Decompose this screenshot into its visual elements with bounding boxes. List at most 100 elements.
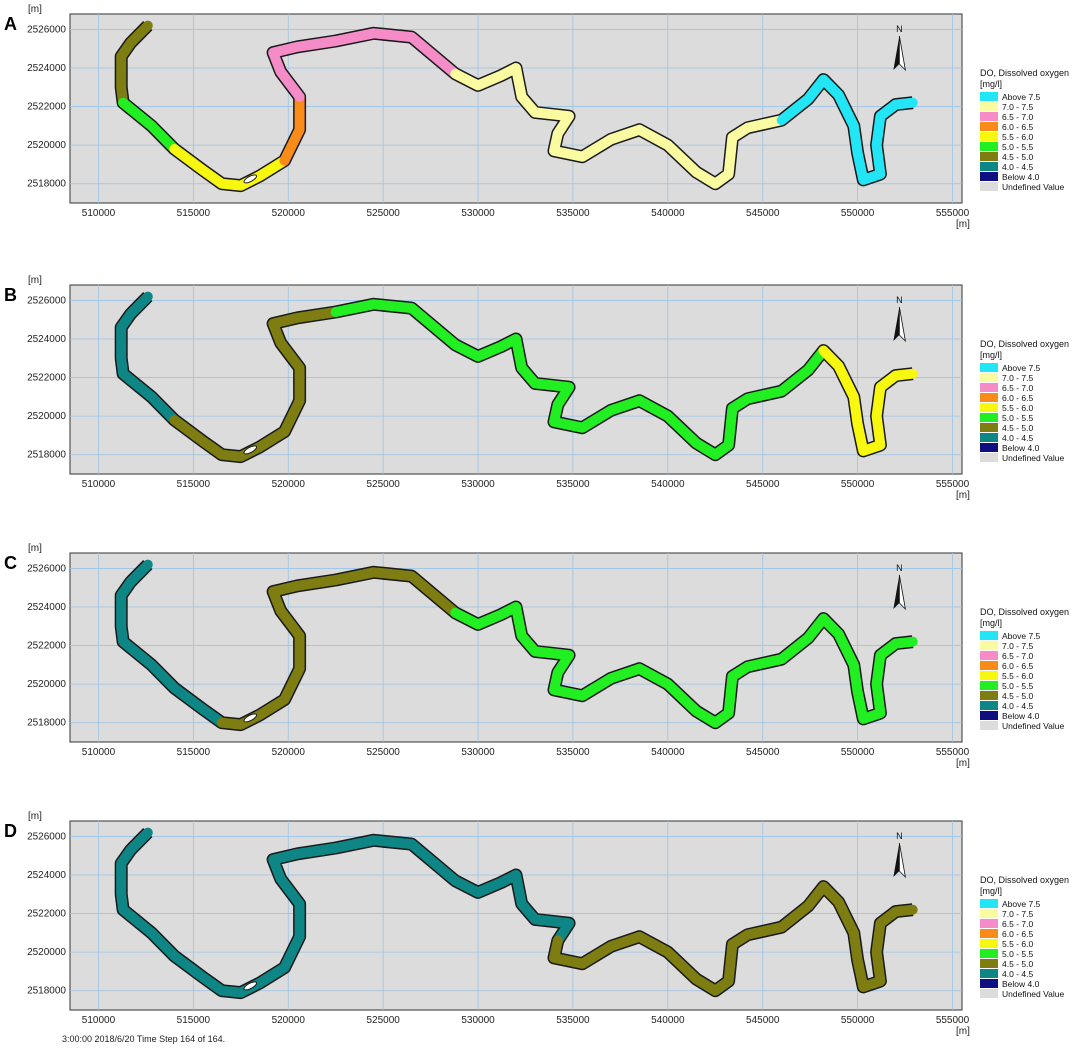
- legend-label: 5.0 - 5.5: [1002, 949, 1033, 959]
- map-panel-d: D [m] [m] 510000 515000 520000 525000 530000 535…: [4, 811, 1069, 1037]
- x-tick-label: 515000: [177, 208, 211, 219]
- legend: DO, Dissolved oxygen[mg/l]Above 7.57.0 -…: [980, 875, 1069, 999]
- legend-label: 7.0 - 7.5: [1002, 373, 1033, 383]
- legend-label: Above 7.5: [1002, 631, 1041, 641]
- x-tick-label: 545000: [746, 1015, 780, 1026]
- legend: DO, Dissolved oxygen[mg/l]Above 7.57.0 -…: [980, 68, 1069, 192]
- legend-label: 5.5 - 6.0: [1002, 403, 1033, 413]
- x-tick-label: 525000: [366, 747, 400, 758]
- legend-label: 7.0 - 7.5: [1002, 909, 1033, 919]
- x-tick-label: 550000: [841, 1015, 875, 1026]
- legend-label: Undefined Value: [1002, 989, 1064, 999]
- legend-label: 7.0 - 7.5: [1002, 102, 1033, 112]
- legend-unit: [mg/l]: [980, 79, 1002, 89]
- y-tick-label: 2522000: [27, 102, 66, 113]
- legend-swatch: [980, 651, 998, 660]
- plot-area: [69, 552, 963, 743]
- x-tick-label: 535000: [556, 208, 590, 219]
- legend-unit: [mg/l]: [980, 350, 1002, 360]
- legend-label: 5.5 - 6.0: [1002, 671, 1033, 681]
- legend-swatch: [980, 162, 998, 171]
- river-segment: [118, 97, 180, 154]
- river-segment: [450, 602, 918, 728]
- legend-swatch: [980, 112, 998, 121]
- legend-swatch: [980, 899, 998, 908]
- legend-label: Undefined Value: [1002, 721, 1064, 731]
- x-tick-label: 555000: [936, 479, 970, 490]
- panel-label: C: [4, 553, 17, 573]
- legend-label: 6.0 - 6.5: [1002, 661, 1033, 671]
- x-tick-label: 540000: [651, 747, 685, 758]
- x-unit-label: [m]: [956, 758, 970, 769]
- x-tick-label: 525000: [366, 208, 400, 219]
- legend-swatch: [980, 152, 998, 161]
- legend-swatch: [980, 393, 998, 402]
- plot-area: [69, 13, 963, 204]
- north-arrow-right: [898, 574, 906, 611]
- legend-swatch: [980, 909, 998, 918]
- island: [243, 713, 258, 723]
- legend-label: 4.5 - 5.0: [1002, 691, 1033, 701]
- x-tick-label: 515000: [177, 479, 211, 490]
- panel-label: A: [4, 14, 17, 34]
- x-tick-label: 530000: [461, 747, 495, 758]
- x-tick-label: 510000: [82, 479, 116, 490]
- legend: DO, Dissolved oxygen[mg/l]Above 7.57.0 -…: [980, 339, 1069, 463]
- north-arrow-right: [898, 306, 906, 343]
- legend-swatch: [980, 631, 998, 640]
- river-segment: [169, 307, 341, 462]
- legend-swatch: [980, 172, 998, 181]
- y-tick-label: 2524000: [27, 870, 66, 881]
- x-tick-label: 555000: [936, 208, 970, 219]
- y-unit-label: [m]: [28, 811, 42, 822]
- legend-swatch: [980, 959, 998, 968]
- legend-swatch: [980, 102, 998, 111]
- y-tick-label: 2526000: [27, 24, 66, 35]
- y-tick-label: 2522000: [27, 641, 66, 652]
- north-label: N: [896, 831, 903, 841]
- x-tick-label: 550000: [841, 479, 875, 490]
- legend-unit: [mg/l]: [980, 886, 1002, 896]
- legend-swatch: [980, 122, 998, 131]
- legend-label: Below 4.0: [1002, 711, 1040, 721]
- y-tick-label: 2520000: [27, 411, 66, 422]
- legend-swatch: [980, 453, 998, 462]
- legend-label: 4.5 - 5.0: [1002, 423, 1033, 433]
- x-tick-label: 540000: [651, 479, 685, 490]
- legend-swatch: [980, 721, 998, 730]
- legend-swatch: [980, 989, 998, 998]
- x-tick-label: 530000: [461, 1015, 495, 1026]
- x-tick-label: 545000: [746, 479, 780, 490]
- legend-label: 5.5 - 6.0: [1002, 132, 1033, 142]
- north-arrow-icon: N: [893, 563, 906, 611]
- legend-label: 4.0 - 4.5: [1002, 969, 1033, 979]
- north-arrow-left: [893, 307, 900, 341]
- legend-swatch: [980, 701, 998, 710]
- map-panel-c: C [m] [m] 510000 515000 520000 525000 530000 535…: [4, 543, 1069, 769]
- legend-swatch: [980, 691, 998, 700]
- y-tick-label: 2520000: [27, 947, 66, 958]
- legend-swatch: [980, 929, 998, 938]
- x-tick-label: 535000: [556, 1015, 590, 1026]
- river-segment: [279, 91, 305, 166]
- x-tick-label: 535000: [556, 747, 590, 758]
- island: [243, 981, 258, 991]
- river-segment: [116, 20, 153, 108]
- legend-label: Below 4.0: [1002, 979, 1040, 989]
- x-unit-label: [m]: [956, 219, 970, 230]
- legend-label: 6.5 - 7.0: [1002, 651, 1033, 661]
- legend-swatch: [980, 413, 998, 422]
- x-tick-label: 515000: [177, 747, 211, 758]
- river-segment: [268, 28, 461, 102]
- north-label: N: [896, 24, 903, 34]
- legend-title: DO, Dissolved oxygen: [980, 875, 1069, 885]
- legend-title: DO, Dissolved oxygen: [980, 339, 1069, 349]
- x-tick-label: 510000: [82, 1015, 116, 1026]
- legend-label: 5.0 - 5.5: [1002, 142, 1033, 152]
- y-tick-label: 2518000: [27, 986, 66, 997]
- y-tick-label: 2526000: [27, 831, 66, 842]
- river-segment: [216, 567, 461, 730]
- x-tick-label: 520000: [272, 479, 306, 490]
- north-arrow-icon: N: [893, 831, 906, 879]
- x-unit-label: [m]: [956, 490, 970, 501]
